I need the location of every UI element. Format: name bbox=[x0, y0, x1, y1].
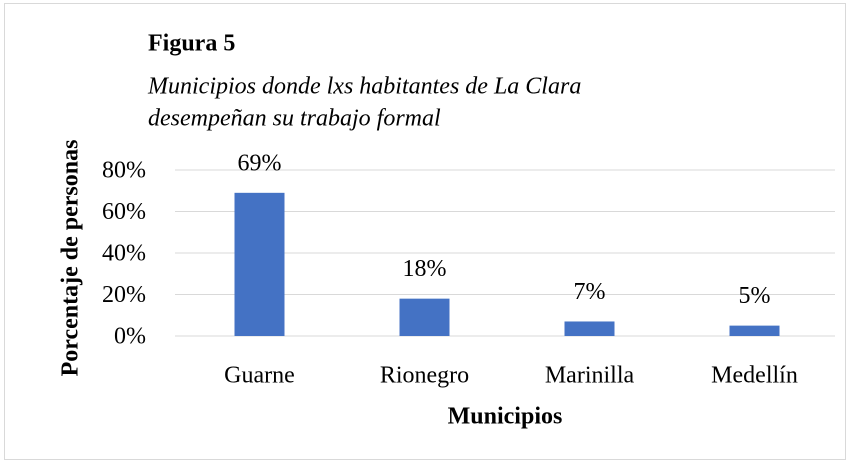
bar bbox=[564, 321, 615, 336]
x-tick-label: Medellín bbox=[711, 363, 798, 389]
chart-border bbox=[4, 3, 846, 460]
bar bbox=[399, 298, 450, 336]
x-tick-label: Marinilla bbox=[545, 363, 635, 389]
y-tick-label: 40% bbox=[102, 241, 146, 267]
data-label: 5% bbox=[739, 283, 771, 309]
chart-subtitle: desempeñan su trabajo formal bbox=[148, 106, 441, 132]
x-tick-label: Guarne bbox=[224, 363, 295, 389]
data-label: 7% bbox=[574, 279, 606, 305]
data-label: 18% bbox=[403, 256, 447, 282]
bar bbox=[234, 192, 285, 336]
x-tick-label: Rionegro bbox=[380, 363, 469, 389]
y-axis-label: Porcentaje de personas bbox=[58, 140, 84, 377]
data-label: 69% bbox=[238, 150, 282, 176]
y-tick-label: 60% bbox=[102, 199, 146, 225]
y-tick-label: 0% bbox=[114, 324, 146, 350]
x-axis-label: Municipios bbox=[448, 404, 563, 430]
y-tick-label: 80% bbox=[102, 158, 146, 184]
bar bbox=[729, 325, 780, 336]
chart-title: Figura 5 bbox=[148, 31, 235, 57]
y-tick-label: 20% bbox=[102, 282, 146, 308]
chart-subtitle: Municipios donde lxs habitantes de La Cl… bbox=[147, 74, 581, 100]
